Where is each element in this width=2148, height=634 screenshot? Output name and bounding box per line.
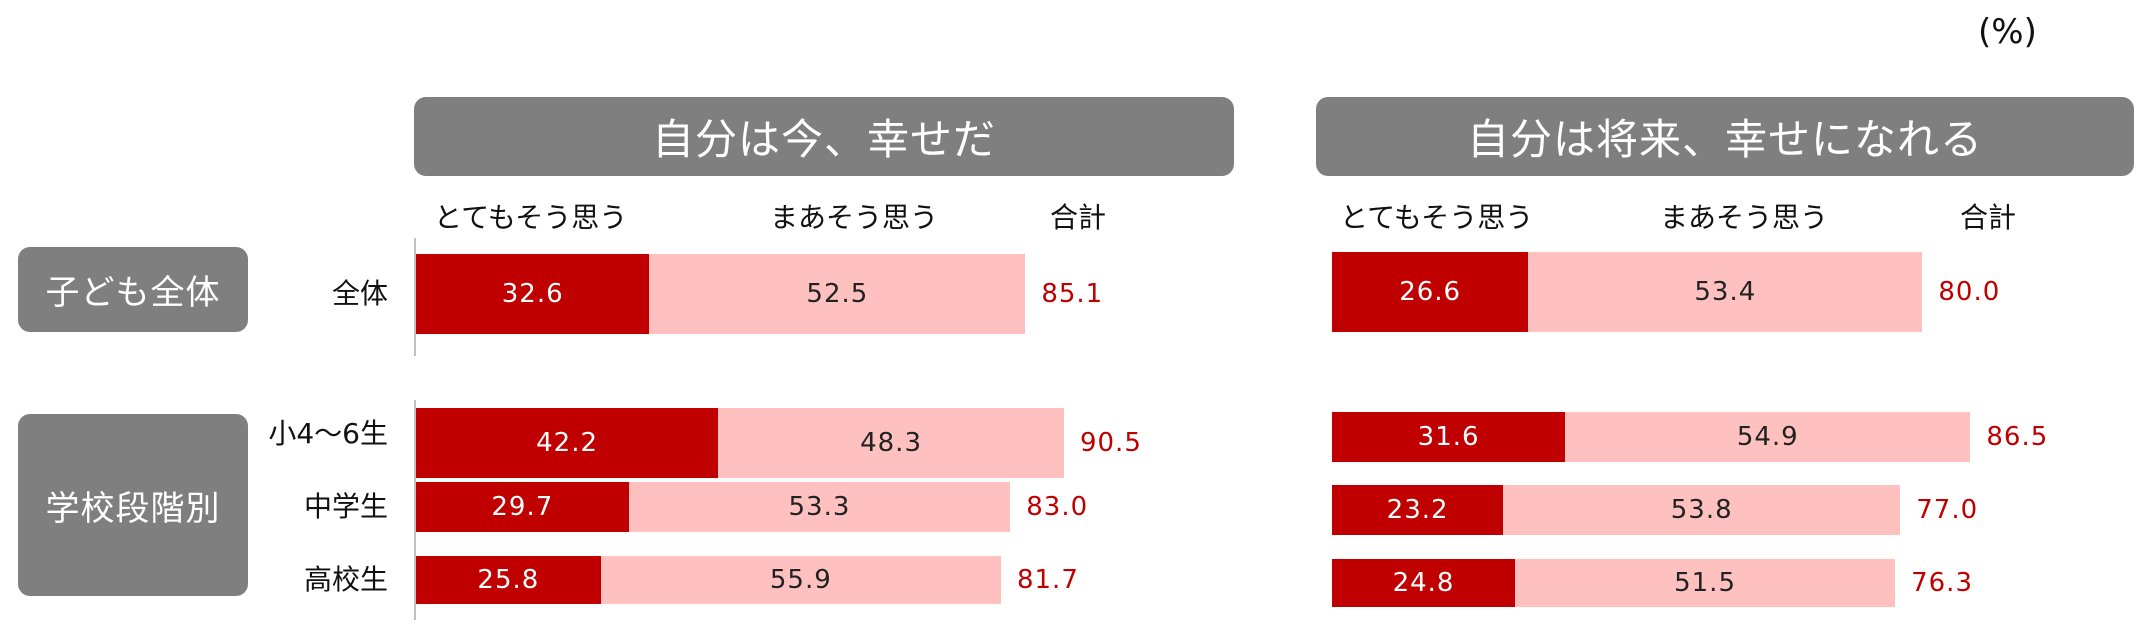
total-label-future-high-school: 76.3 xyxy=(1911,568,1973,598)
total-label-now-junior-high: 83.0 xyxy=(1026,492,1089,522)
col-header-strong-future: とてもそう思う xyxy=(1340,201,1534,234)
row-label-high-school: 高校生 xyxy=(303,563,388,596)
total-label-future-elementary: 86.5 xyxy=(1986,422,2049,452)
col-header-total-now: 合計 xyxy=(1050,201,1107,234)
axis-line-now-bottom xyxy=(414,400,416,620)
col-header-mild-future: まあそう思う xyxy=(1660,201,1829,234)
bar-mild-future-high-school: 51.5 xyxy=(1515,559,1896,607)
bar-mild-now-elementary: 48.3 xyxy=(718,408,1064,478)
total-label-now-all: 85.1 xyxy=(1041,279,1104,309)
group-label-school-level: 学校段階別 xyxy=(18,414,248,596)
row-label-junior-high: 中学生 xyxy=(303,490,388,523)
row-label-elementary: 小4～6生 xyxy=(268,417,388,450)
panel-title-now: 自分は今、幸せだ xyxy=(414,97,1234,176)
col-header-total-future: 合計 xyxy=(1960,201,2017,234)
bar-strong-now-all: 32.6 xyxy=(416,254,650,334)
bar-strong-now-junior-high: 29.7 xyxy=(416,482,629,532)
total-label-now-elementary: 90.5 xyxy=(1079,428,1142,458)
bar-strong-future-high-school: 24.8 xyxy=(1332,559,1516,607)
bar-mild-future-elementary: 54.9 xyxy=(1565,412,1971,462)
total-label-now-high-school: 81.7 xyxy=(1016,565,1079,595)
total-label-future-all: 80.0 xyxy=(1938,277,2001,307)
bar-strong-future-junior-high: 23.2 xyxy=(1332,485,1504,535)
group-label-all: 子ども全体 xyxy=(18,247,248,332)
axis-line-now-top xyxy=(414,238,416,356)
bar-mild-future-junior-high: 53.8 xyxy=(1503,485,1901,535)
bar-mild-now-all: 52.5 xyxy=(649,254,1026,334)
bar-strong-future-all: 26.6 xyxy=(1332,252,1529,332)
bar-strong-future-elementary: 31.6 xyxy=(1332,412,1566,462)
bar-mild-future-all: 53.4 xyxy=(1528,252,1923,332)
total-label-future-junior-high: 77.0 xyxy=(1916,495,1979,525)
row-label-all: 全体 xyxy=(331,277,388,310)
bar-mild-now-high-school: 55.9 xyxy=(600,556,1001,604)
panel-title-future: 自分は将来、幸せになれる xyxy=(1316,97,2134,176)
col-header-mild-now: まあそう思う xyxy=(770,201,939,234)
col-header-strong-now: とてもそう思う xyxy=(434,201,628,234)
bar-strong-now-high-school: 25.8 xyxy=(416,556,601,604)
unit-label: (%) xyxy=(1978,12,2037,52)
bar-mild-now-junior-high: 53.3 xyxy=(628,482,1011,532)
bar-strong-now-elementary: 42.2 xyxy=(416,408,719,478)
